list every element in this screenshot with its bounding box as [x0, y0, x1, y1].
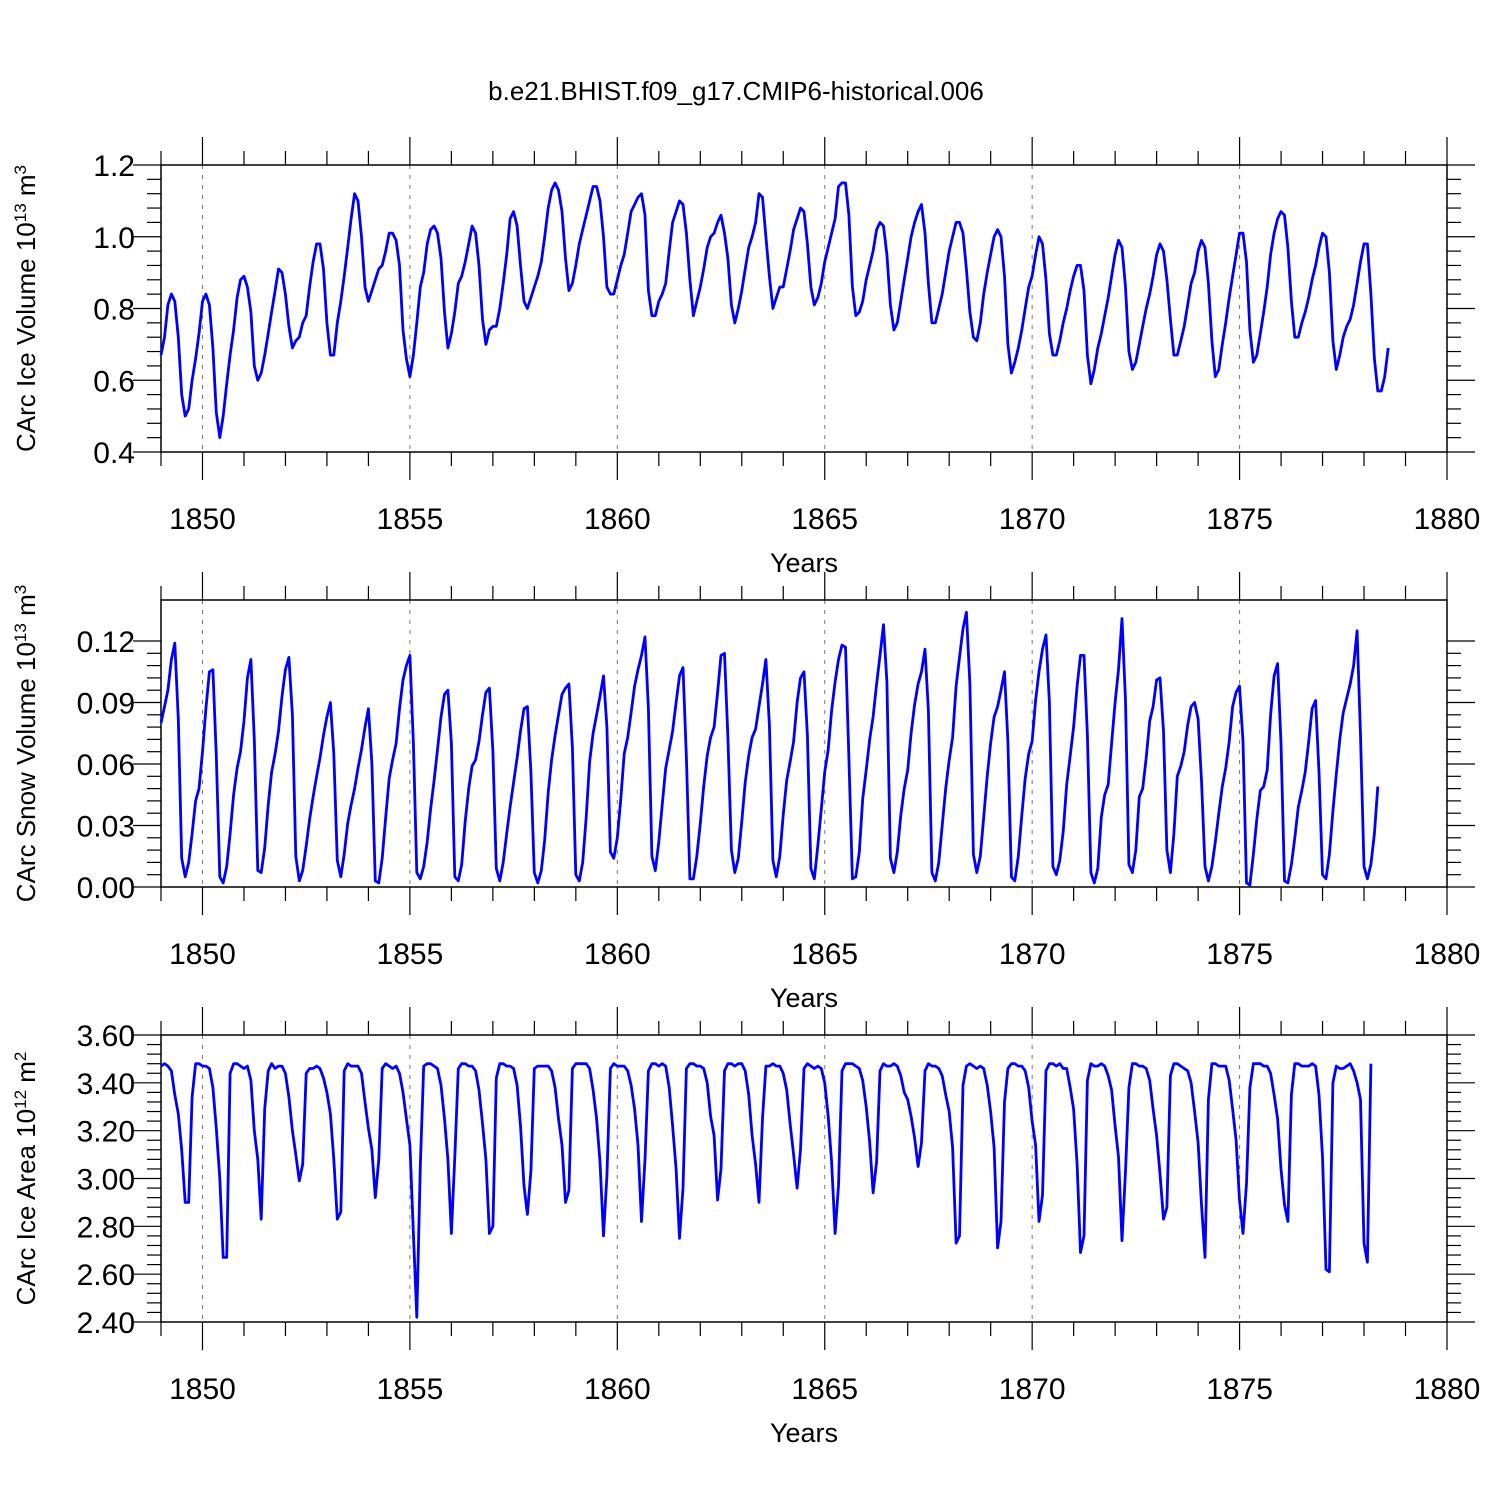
x-tick-label: 1870 — [999, 503, 1066, 536]
x-tick-label: 1870 — [999, 1373, 1066, 1406]
y-axis-label-part: CArc Snow Volume 10 — [11, 642, 41, 902]
y-tick-label: 0.06 — [77, 749, 135, 782]
x-tick-label: 1880 — [1414, 503, 1481, 536]
x-tick-label: 1875 — [1206, 503, 1273, 536]
y-tick-label: 0.6 — [93, 365, 135, 398]
x-tick-label: 1850 — [169, 503, 236, 536]
y-tick-label: 0.03 — [77, 811, 135, 844]
y-tick-label: 0.8 — [93, 294, 135, 327]
x-tick-label: 1865 — [791, 1373, 858, 1406]
y-axis-label-part: m — [11, 594, 41, 623]
x-tick-label: 1880 — [1414, 938, 1481, 971]
x-tick-label: 1855 — [377, 503, 444, 536]
y-axis-label: CArc Ice Volume 1013 m3 — [11, 165, 42, 452]
y-axis-label-part: CArc Ice Area 10 — [11, 1109, 41, 1306]
x-tick-label: 1870 — [999, 938, 1066, 971]
x-tick-label: 1850 — [169, 938, 236, 971]
y-axis-label-superscript: 3 — [11, 585, 30, 594]
x-tick-label: 1855 — [377, 1373, 444, 1406]
y-tick-label: 1.2 — [93, 150, 135, 183]
y-axis-label-superscript: 13 — [11, 203, 30, 222]
y-tick-label: 3.20 — [77, 1116, 135, 1149]
x-tick-label: 1865 — [791, 503, 858, 536]
y-tick-label: 3.60 — [77, 1020, 135, 1053]
y-axis-label-superscript: 3 — [11, 165, 30, 174]
panels: 1850 1855 1860 1865 1870 1875 1880 0.4 0.6 0.8 1.0… — [11, 137, 1481, 1448]
x-tick-label: 1875 — [1206, 1373, 1273, 1406]
y-tick-label: 0.00 — [77, 872, 135, 905]
y-axis-label-part: m — [11, 1061, 41, 1090]
x-tick-label: 1865 — [791, 938, 858, 971]
x-axis-label: Years — [770, 548, 838, 578]
data-series-line — [160, 1062, 1373, 1319]
y-axis-label-superscript: 12 — [11, 1090, 30, 1109]
y-tick-label: 2.40 — [77, 1307, 135, 1340]
figure-title: b.e21.BHIST.f09_g17.CMIP6-historical.006 — [488, 76, 984, 106]
y-tick-label: 2.60 — [77, 1259, 135, 1292]
x-tick-label: 1850 — [169, 1373, 236, 1406]
x-tick-label: 1855 — [377, 938, 444, 971]
y-axis-label: CArc Ice Area 1012 m2 — [11, 1052, 42, 1306]
y-axis-label-superscript: 13 — [11, 623, 30, 642]
y-tick-label: 0.09 — [77, 688, 135, 721]
plot-frame — [160, 599, 1448, 888]
y-axis-label-part: CArc Ice Volume 10 — [11, 222, 41, 452]
y-axis-label-part: m — [11, 174, 41, 203]
x-tick-label: 1860 — [584, 1373, 651, 1406]
chart-panel-3: 1850 1855 1860 1865 1870 1875 1880 2.40 2.60 2.80… — [11, 1007, 1481, 1448]
chart-panel-1: 1850 1855 1860 1865 1870 1875 1880 0.4 0.6 0.8 1.0… — [11, 137, 1481, 578]
y-tick-label: 1.0 — [93, 222, 135, 255]
x-axis-label: Years — [770, 983, 838, 1013]
x-tick-label: 1860 — [584, 938, 651, 971]
y-tick-label: 0.12 — [77, 626, 135, 659]
y-tick-label: 3.40 — [77, 1068, 135, 1101]
x-tick-label: 1880 — [1414, 1373, 1481, 1406]
y-axis-label-superscript: 2 — [11, 1052, 30, 1061]
data-series-line — [159, 181, 1390, 440]
x-tick-label: 1875 — [1206, 938, 1273, 971]
y-tick-label: 3.00 — [77, 1164, 135, 1197]
x-tick-label: 1860 — [584, 503, 651, 536]
y-axis-label: CArc Snow Volume 1013 m3 — [11, 585, 42, 902]
chart-panel-2: 1850 1855 1860 1865 1870 1875 1880 0.00 0.03 0.06… — [11, 572, 1481, 1013]
y-tick-label: 0.4 — [93, 437, 135, 470]
y-tick-label: 2.80 — [77, 1211, 135, 1244]
data-series-line — [159, 610, 1380, 887]
x-axis-label: Years — [770, 1418, 838, 1448]
